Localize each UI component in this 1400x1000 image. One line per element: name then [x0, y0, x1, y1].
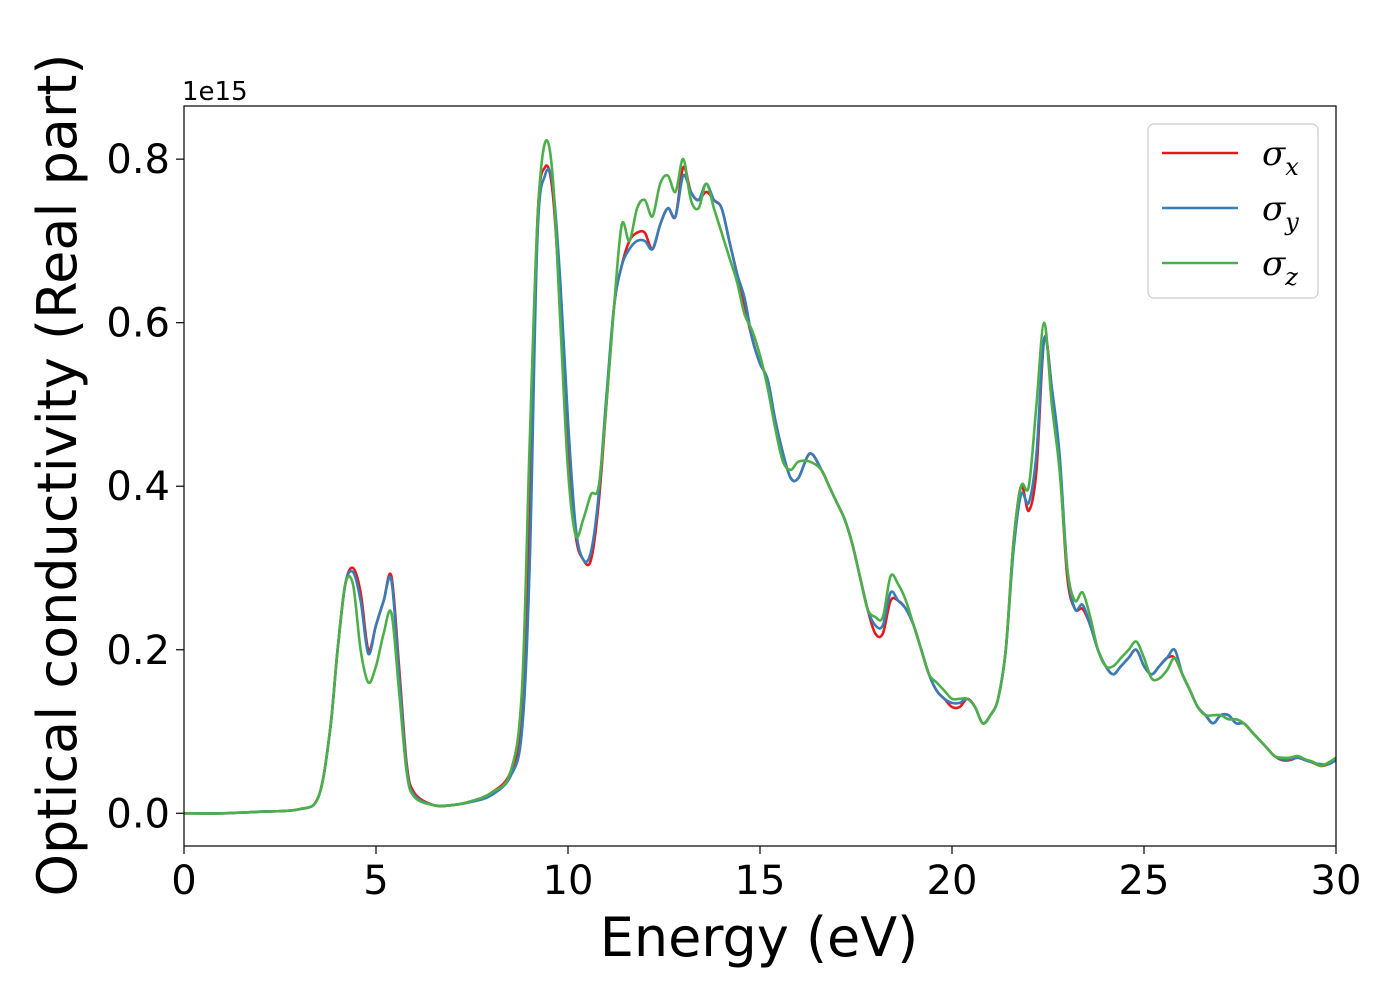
x-tick-label: 30	[1311, 858, 1362, 904]
x-tick-label: 5	[363, 858, 388, 904]
y-offset-label: 1e15	[182, 77, 248, 107]
y-axis: 0.0 0.2 0.4 0.6 0.8	[106, 137, 184, 837]
legend-symbol: σ	[1262, 189, 1286, 229]
legend-label-sigma-y: σy	[1262, 189, 1299, 236]
legend-symbol: σ	[1262, 244, 1286, 284]
plot-lines	[184, 138, 1336, 815]
x-tick-label: 10	[543, 858, 594, 904]
y-axis-label: Optical conductivity (Real part)	[26, 54, 89, 897]
x-tick-label: 25	[1119, 858, 1170, 904]
y-tick-label: 0.6	[106, 301, 170, 347]
y-tick-label: 0.8	[106, 137, 170, 183]
series-line-sigma-z	[184, 138, 1336, 815]
y-tick-label: 0.2	[106, 628, 170, 674]
y-tick-label: 0.0	[106, 791, 170, 837]
legend-subscript: z	[1284, 263, 1298, 291]
legend-box	[1147, 123, 1319, 299]
legend-label-sigma-z: σz	[1262, 244, 1298, 291]
x-axis: 0 5 10 15 20 25 30	[171, 846, 1361, 904]
x-tick-label: 0	[171, 858, 196, 904]
legend-symbol: σ	[1262, 134, 1286, 174]
legend-label-sigma-x: σx	[1262, 134, 1299, 181]
legend-subscript: x	[1285, 153, 1299, 181]
x-tick-label: 15	[735, 858, 786, 904]
x-tick-label: 20	[927, 858, 978, 904]
legend-subscript: y	[1284, 208, 1299, 236]
x-axis-label: Energy (eV)	[600, 906, 919, 969]
y-tick-label: 0.4	[106, 464, 170, 510]
